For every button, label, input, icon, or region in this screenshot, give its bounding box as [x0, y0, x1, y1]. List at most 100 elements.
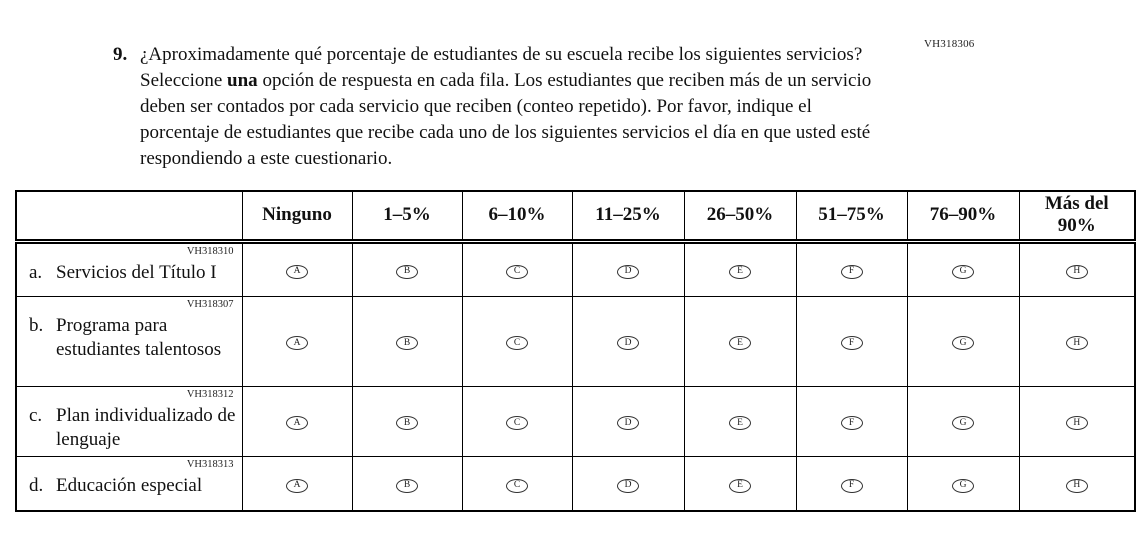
option-cell: F	[795, 240, 908, 297]
option-cell: D	[571, 240, 685, 297]
option-cell: D	[571, 455, 685, 512]
option-cell: H	[1018, 295, 1136, 387]
question-text-part1: ¿Aproximadamente qué porcentaje de estud…	[140, 44, 863, 91]
row-label-cell: VH318312 c. Plan individualizado de leng…	[15, 385, 243, 457]
option-bubble-f[interactable]: F	[840, 478, 863, 493]
table-row-programa-talentosos: VH318307 b. Programa para estudiantes ta…	[15, 295, 1136, 387]
option-cell: C	[461, 240, 573, 297]
option-bubble-b[interactable]: B	[396, 264, 418, 279]
option-cell: E	[683, 455, 797, 512]
option-cell: E	[683, 295, 797, 387]
item-letter: a.	[29, 261, 43, 283]
item-code: VH318313	[186, 458, 234, 470]
option-cell: B	[351, 455, 463, 512]
option-cell: H	[1018, 240, 1136, 297]
header-row: Ninguno 1–5% 6–10% 11–25% 26–50% 51–75% …	[15, 190, 1136, 244]
option-bubble-g[interactable]: G	[952, 336, 974, 351]
option-bubble-g[interactable]: G	[952, 416, 974, 431]
question-text: ¿Aproximadamente qué porcentaje de estud…	[140, 42, 888, 172]
option-bubble-a[interactable]: A	[286, 416, 308, 431]
question-text-bold: una	[227, 70, 258, 91]
option-bubble-h[interactable]: H	[1065, 264, 1088, 279]
item-letter: c.	[29, 404, 43, 426]
row-label-cell: VH318307 b. Programa para estudiantes ta…	[15, 295, 243, 387]
option-bubble-h[interactable]: H	[1065, 336, 1088, 351]
option-cell: D	[571, 295, 685, 387]
column-header-ninguno: Ninguno	[241, 190, 353, 244]
table-row-plan-individualizado: VH318312 c. Plan individualizado de leng…	[15, 385, 1136, 457]
item-label: Plan individualizado de lenguaje	[56, 404, 236, 450]
response-matrix-table: Ninguno 1–5% 6–10% 11–25% 26–50% 51–75% …	[15, 190, 1136, 512]
option-bubble-e[interactable]: E	[729, 264, 751, 279]
column-header-mas-del-90: Más del 90%	[1018, 190, 1136, 244]
item-code: VH318307	[186, 298, 234, 310]
option-cell: G	[906, 240, 1020, 297]
column-header-26-50: 26–50%	[683, 190, 797, 244]
header-empty-cell	[15, 190, 243, 244]
option-bubble-d[interactable]: D	[617, 264, 639, 279]
option-bubble-f[interactable]: F	[840, 336, 863, 351]
option-cell: H	[1018, 455, 1136, 512]
item-label: Educación especial	[56, 474, 203, 496]
question-text-part2: opción de respuesta en cada fila. Los es…	[140, 70, 872, 169]
table-row-educacion-especial: VH318313 d. Educación especial A B C D E…	[15, 455, 1136, 512]
row-label-cell: VH318310 a. Servicios del Título I	[15, 240, 243, 297]
option-cell: F	[795, 295, 908, 387]
option-bubble-h[interactable]: H	[1065, 478, 1088, 493]
option-cell: A	[241, 295, 353, 387]
option-bubble-e[interactable]: E	[729, 416, 751, 431]
option-bubble-a[interactable]: A	[286, 264, 308, 279]
option-bubble-c[interactable]: C	[506, 336, 528, 351]
column-header-1-5: 1–5%	[351, 190, 463, 244]
form-code: VH318306	[924, 38, 975, 50]
option-bubble-c[interactable]: C	[506, 478, 528, 493]
option-bubble-f[interactable]: F	[840, 264, 863, 279]
column-header-11-25: 11–25%	[571, 190, 685, 244]
option-bubble-a[interactable]: A	[286, 336, 308, 351]
option-bubble-f[interactable]: F	[840, 416, 863, 431]
table-row-servicios-titulo-i: VH318310 a. Servicios del Título I A B C…	[15, 240, 1136, 297]
option-cell: G	[906, 295, 1020, 387]
option-bubble-g[interactable]: G	[952, 478, 974, 493]
option-bubble-g[interactable]: G	[952, 264, 974, 279]
option-bubble-c[interactable]: C	[506, 264, 528, 279]
option-bubble-h[interactable]: H	[1065, 416, 1088, 431]
option-cell: D	[571, 385, 685, 457]
option-cell: B	[351, 385, 463, 457]
question-block: 9. ¿Aproximadamente qué porcentaje de es…	[113, 42, 888, 172]
option-bubble-d[interactable]: D	[617, 336, 639, 351]
option-cell: F	[795, 455, 908, 512]
item-code: VH318312	[186, 388, 234, 400]
option-bubble-e[interactable]: E	[729, 478, 751, 493]
option-cell: E	[683, 385, 797, 457]
option-cell: G	[906, 385, 1020, 457]
item-letter: d.	[29, 474, 44, 496]
option-bubble-b[interactable]: B	[396, 416, 418, 431]
option-bubble-d[interactable]: D	[617, 416, 639, 431]
option-cell: F	[795, 385, 908, 457]
column-header-76-90: 76–90%	[906, 190, 1020, 244]
option-bubble-c[interactable]: C	[506, 416, 528, 431]
option-cell: C	[461, 295, 573, 387]
option-bubble-b[interactable]: B	[396, 336, 418, 351]
option-cell: A	[241, 455, 353, 512]
option-cell: B	[351, 295, 463, 387]
option-bubble-a[interactable]: A	[286, 478, 308, 493]
question-number: 9.	[113, 44, 128, 65]
option-cell: A	[241, 240, 353, 297]
option-cell: C	[461, 455, 573, 512]
option-cell: A	[241, 385, 353, 457]
option-cell: G	[906, 455, 1020, 512]
item-letter: b.	[29, 314, 44, 336]
item-label: Programa para estudiantes talentosos	[56, 314, 222, 360]
option-cell: C	[461, 385, 573, 457]
option-cell: H	[1018, 385, 1136, 457]
item-label: Servicios del Título I	[56, 261, 217, 283]
option-cell: E	[683, 240, 797, 297]
column-header-6-10: 6–10%	[461, 190, 573, 244]
option-bubble-e[interactable]: E	[729, 336, 751, 351]
option-bubble-b[interactable]: B	[396, 478, 418, 493]
option-cell: B	[351, 240, 463, 297]
option-bubble-d[interactable]: D	[617, 478, 639, 493]
